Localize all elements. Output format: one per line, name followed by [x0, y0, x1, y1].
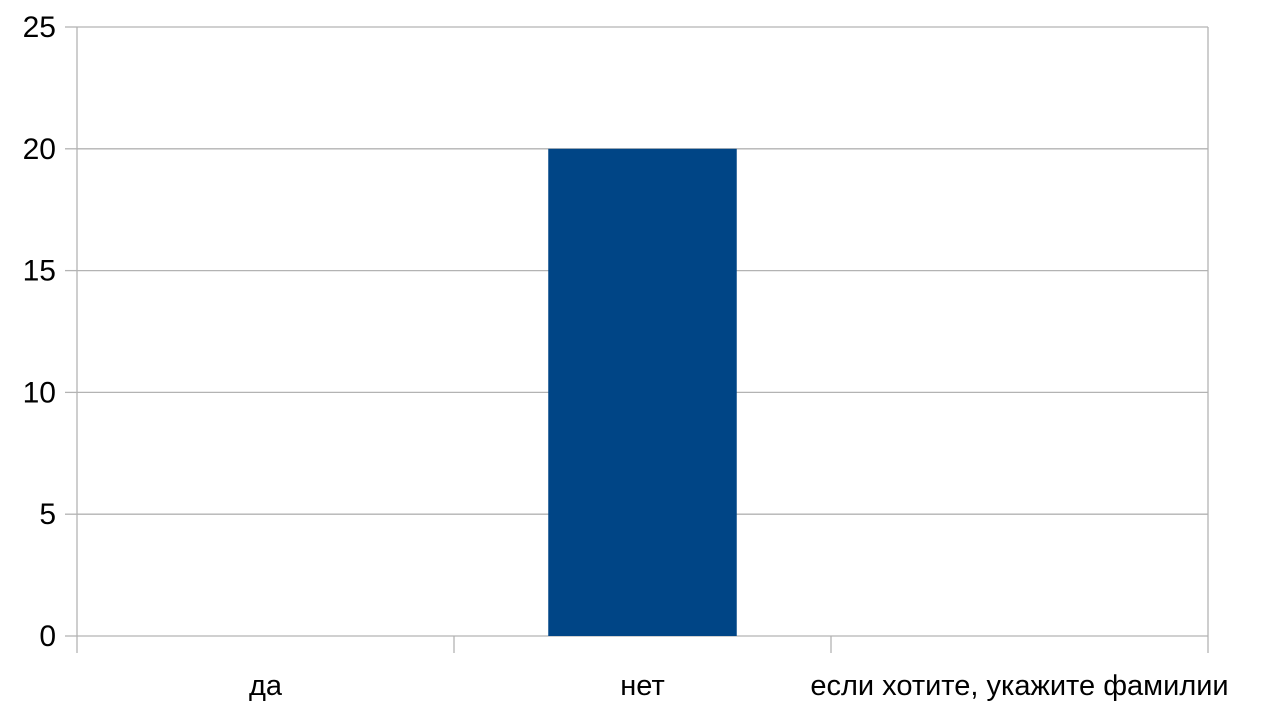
y-tick-label: 15 [23, 255, 56, 288]
y-tick-labels: 0 5 10 15 20 25 [23, 11, 56, 653]
y-tick-label: 25 [23, 11, 56, 44]
y-tick-label: 10 [23, 376, 56, 409]
y-tick-label: 5 [39, 498, 56, 531]
x-tick-label: да [249, 670, 283, 701]
x-axis [76, 27, 1209, 653]
y-tick-label: 0 [39, 620, 56, 653]
x-tick-label: нет [620, 670, 664, 701]
x-tick-label: если хотите, укажите фамилии [810, 670, 1228, 701]
bars [548, 148, 737, 637]
bar [548, 148, 737, 637]
x-tick-labels: да нет если хотите, укажите фамилии [249, 670, 1229, 701]
y-tick-label: 20 [23, 133, 56, 166]
